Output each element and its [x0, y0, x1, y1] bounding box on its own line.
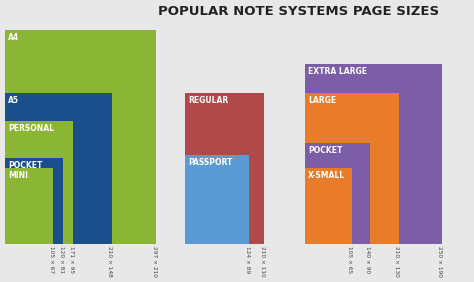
Text: X-SMALL: X-SMALL — [308, 171, 345, 180]
Text: A5: A5 — [8, 96, 19, 105]
Text: 210 × 148: 210 × 148 — [107, 246, 112, 277]
Text: PASSPORT: PASSPORT — [188, 158, 232, 167]
Bar — [5, 93, 111, 244]
Text: MINI: MINI — [8, 171, 28, 180]
Bar — [5, 121, 73, 244]
Text: 105 × 67: 105 × 67 — [49, 246, 54, 273]
Text: POCKET: POCKET — [308, 146, 342, 155]
Text: 171 × 95: 171 × 95 — [69, 246, 74, 273]
Text: PERSONAL: PERSONAL — [8, 124, 54, 133]
Bar — [305, 64, 442, 244]
Bar — [5, 158, 64, 244]
Bar — [305, 143, 370, 244]
Bar — [185, 155, 249, 244]
Bar — [5, 30, 156, 244]
Text: EXTRA LARGE: EXTRA LARGE — [308, 67, 367, 76]
Text: POCKET: POCKET — [8, 161, 42, 169]
Text: 120 × 81: 120 × 81 — [59, 246, 64, 273]
Bar — [5, 168, 53, 244]
Bar — [305, 93, 399, 244]
Bar — [185, 93, 264, 244]
Text: POPULAR NOTE SYSTEMS PAGE SIZES: POPULAR NOTE SYSTEMS PAGE SIZES — [158, 5, 439, 18]
Text: LARGE: LARGE — [308, 96, 336, 105]
Text: A4: A4 — [8, 33, 19, 42]
Bar — [305, 168, 352, 244]
Text: 210 × 130: 210 × 130 — [394, 246, 399, 277]
Text: 297 × 210: 297 × 210 — [152, 246, 157, 277]
Text: 105 × 65: 105 × 65 — [347, 246, 352, 273]
Text: REGULAR: REGULAR — [188, 96, 228, 105]
Text: 210 × 110: 210 × 110 — [260, 246, 264, 277]
Text: 250 × 190: 250 × 190 — [438, 246, 442, 277]
Text: 140 × 90: 140 × 90 — [365, 246, 370, 273]
Text: 124 × 89: 124 × 89 — [245, 246, 250, 273]
